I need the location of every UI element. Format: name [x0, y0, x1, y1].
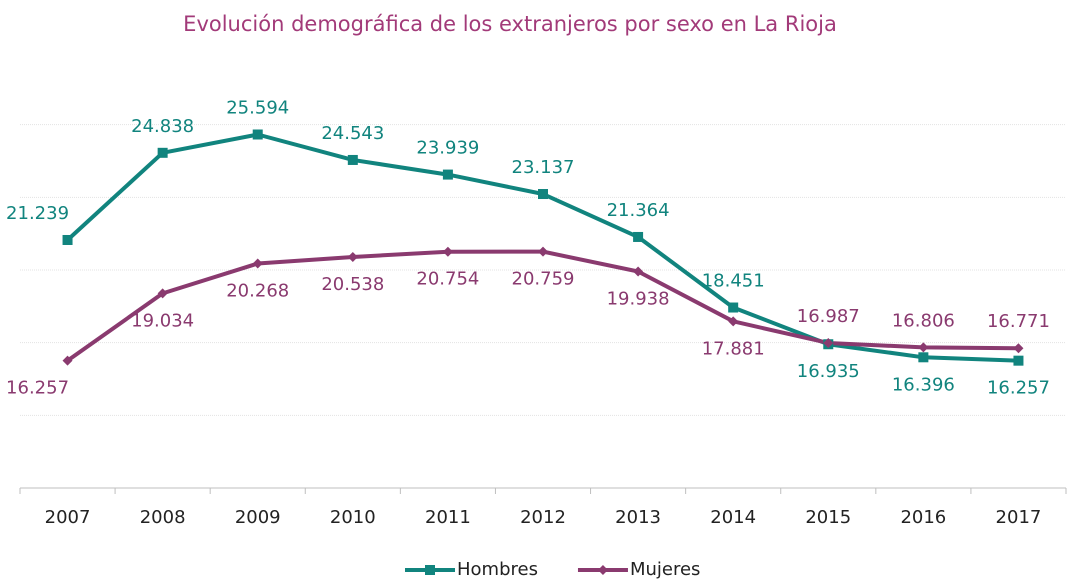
data-label: 24.838	[131, 116, 194, 137]
data-label: 16.987	[797, 306, 860, 327]
marker	[62, 355, 73, 366]
marker	[538, 189, 548, 200]
legend-label: Hombres	[457, 559, 538, 580]
marker	[918, 352, 929, 363]
marker	[918, 342, 929, 353]
x-tick-label: 2017	[996, 507, 1042, 528]
data-label: 16.935	[797, 361, 860, 382]
marker	[442, 246, 453, 257]
marker	[728, 316, 739, 327]
data-label: 16.396	[892, 374, 955, 395]
marker	[252, 258, 263, 269]
data-label: 20.759	[512, 269, 575, 290]
data-label: 20.538	[321, 274, 384, 295]
data-label: 16.257	[987, 378, 1050, 399]
marker	[538, 246, 548, 257]
chart-title: Evolución demográfica de los extranjeros…	[183, 12, 837, 36]
data-label: 19.034	[131, 310, 194, 331]
marker	[823, 337, 834, 348]
marker	[442, 169, 453, 180]
data-label: 16.257	[6, 378, 69, 399]
marker	[1013, 355, 1024, 366]
data-label: 17.881	[702, 338, 765, 359]
x-tick-label: 2016	[900, 507, 946, 528]
marker	[597, 565, 608, 575]
legend-label: Mujeres	[630, 559, 700, 580]
x-tick-label: 2007	[45, 507, 91, 528]
x-tick-label: 2009	[235, 507, 281, 528]
data-label: 16.806	[892, 310, 955, 331]
x-tick-label: 2011	[425, 507, 471, 528]
marker	[347, 251, 358, 262]
marker	[347, 154, 358, 165]
x-tick-label: 2015	[805, 507, 851, 528]
data-label: 16.771	[987, 311, 1050, 332]
data-label: 21.364	[607, 200, 670, 221]
marker	[157, 147, 168, 158]
data-label: 23.137	[512, 157, 575, 178]
data-label: 21.239	[6, 203, 69, 224]
x-tick-label: 2014	[710, 507, 756, 528]
marker	[633, 266, 644, 277]
marker	[1013, 343, 1024, 354]
data-label: 25.594	[226, 98, 289, 119]
data-label: 18.451	[702, 271, 765, 292]
marker	[728, 302, 739, 313]
marker	[425, 565, 435, 575]
x-tick-label: 2013	[615, 507, 661, 528]
marker	[157, 288, 168, 299]
data-label: 24.543	[321, 123, 384, 144]
x-tick-label: 2008	[140, 507, 186, 528]
marker	[252, 129, 263, 140]
x-tick-label: 2010	[330, 507, 376, 528]
data-label: 20.754	[416, 269, 479, 290]
marker	[62, 234, 73, 245]
data-label: 19.938	[607, 289, 670, 310]
marker	[633, 231, 644, 242]
data-label: 23.939	[416, 138, 479, 159]
x-tick-label: 2012	[520, 507, 566, 528]
data-label: 20.268	[226, 281, 289, 302]
